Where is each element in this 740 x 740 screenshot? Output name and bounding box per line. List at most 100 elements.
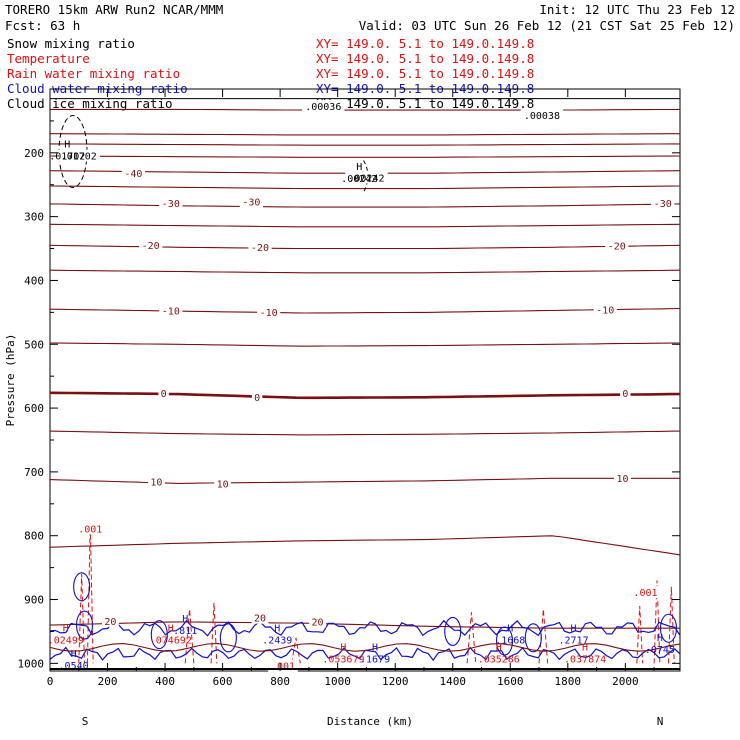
- isotherm-minus55: [50, 133, 680, 136]
- contour-label-bg: [159, 196, 183, 209]
- extremum-marker: H: [182, 614, 188, 625]
- contour-label-bg: [248, 240, 272, 253]
- temperature-isotherms: [49, 108, 681, 629]
- y-tick-label: 500: [24, 338, 44, 351]
- x-tick-label: 200: [98, 675, 118, 688]
- rain-contour: [291, 637, 301, 664]
- endpoint-label-left: S: [82, 715, 89, 728]
- y-tick-label: 1000: [18, 657, 45, 670]
- extrema-markers: H.01702H.00242H.02499H.0540H.074692H.811…: [48, 140, 675, 672]
- extremum-marker: H: [582, 643, 588, 654]
- y-tick-label: 900: [24, 594, 44, 607]
- contour-label-bg: [121, 166, 146, 179]
- extremum-value: .811: [173, 626, 197, 637]
- contour-label-bg: [620, 387, 631, 400]
- contour-label-bg: [345, 171, 388, 184]
- contour-label-bg: [148, 475, 165, 488]
- contour-label: -10: [596, 305, 614, 316]
- rain-contour: [466, 612, 477, 664]
- isotherm-minus45: [49, 155, 681, 158]
- y-tick-label: 300: [24, 211, 44, 224]
- forecast-hour: Fcst: 63 h: [5, 18, 80, 33]
- cloud-water-cell: [444, 616, 462, 646]
- contour-label-bg: [214, 477, 232, 490]
- legend-temperature-xy: XY= 149.0. 5.1 to 149.0.149.8: [316, 51, 534, 66]
- extremum-value: .01702: [49, 152, 85, 163]
- x-tick-label: 600: [213, 675, 233, 688]
- x-tick-label: 1200: [382, 675, 409, 688]
- legend: Snow mixing ratio XY= 149.0. 5.1 to 149.…: [7, 36, 534, 111]
- contour-label: -30: [162, 199, 180, 210]
- extremum-value: .053679: [322, 655, 364, 666]
- contour-label: 0: [254, 393, 260, 404]
- legend-snow-label: Snow mixing ratio: [7, 36, 135, 51]
- contour-label-bg: [251, 390, 263, 403]
- contour-label: .001: [78, 524, 102, 535]
- y-tick-label: 800: [24, 530, 44, 543]
- extremum-marker: H: [571, 623, 577, 634]
- rain-contour: [210, 602, 218, 664]
- x-tick-label: 800: [270, 675, 290, 688]
- legend-cloud-ice-label: Cloud ice mixing ratio: [7, 96, 173, 111]
- contour-label: .00038: [524, 111, 560, 122]
- contour-label: 10: [616, 474, 628, 485]
- contour-label: 20: [312, 618, 324, 629]
- cloud-water-cell: [219, 623, 237, 653]
- contour-label-bg: [251, 611, 269, 624]
- extremum-marker: H: [507, 623, 513, 634]
- x-axis-ticks: 0 200 400 600 800 1000 1200 1400 1600 1800 2000: [47, 89, 655, 688]
- legend-rain-xy: XY= 149.0. 5.1 to 149.0.149.8: [316, 66, 534, 81]
- contour-label: 0: [161, 389, 167, 400]
- contour-label: -20: [608, 242, 626, 253]
- isotherm-10: [49, 477, 680, 484]
- contour-label: 20: [254, 614, 266, 625]
- cloud-water-cell: [75, 610, 94, 640]
- x-axis-title: Distance (km): [327, 715, 413, 728]
- extremum-value: .00242: [341, 174, 377, 185]
- contour-label: .00242: [348, 173, 384, 184]
- extremum-value: .02499: [48, 635, 84, 646]
- contour-label-bg: [651, 196, 675, 209]
- legend-rain-label: Rain water mixing ratio: [7, 66, 180, 81]
- x-tick-label: 2000: [612, 675, 639, 688]
- legend-temperature-label: Temperature: [7, 51, 90, 66]
- run-title: TORERO 15km ARW Run2 NCAR/MMM: [5, 2, 223, 17]
- cloud-water-cell: [495, 626, 514, 656]
- rain-contour: [653, 580, 661, 664]
- isotherm-minus30: [49, 203, 681, 208]
- rain-contour: [184, 609, 195, 664]
- isotherm-0: [49, 391, 681, 400]
- isotherm-minus10: [49, 307, 681, 314]
- cloud-water-cell: [73, 572, 91, 602]
- legend-cloud-ice-xy: XY= 149.0. 5.1 to 149.0.149.8: [316, 96, 534, 111]
- cloud-water-cell: [659, 613, 678, 643]
- isotherm-5: [49, 430, 681, 436]
- contour-label-bg: [159, 304, 183, 317]
- legend-snow-xy: XY= 149.0. 5.1 to 149.0.149.8: [316, 36, 534, 51]
- contour-label-bg: [593, 303, 617, 316]
- contour-label-bg: [520, 108, 564, 121]
- rain-contour: [667, 586, 675, 664]
- extremum-marker: H: [372, 643, 378, 654]
- contour-label-bg: [75, 522, 106, 535]
- contour-label: -20: [142, 241, 160, 252]
- isotherm-minus50: [50, 143, 680, 146]
- contour-label: .001: [271, 662, 295, 673]
- isotherm-25: [49, 643, 681, 652]
- contour-label: -30: [654, 199, 672, 210]
- y-tick-label: 200: [24, 147, 44, 160]
- extremum-marker: H: [63, 623, 69, 634]
- valid-time: Valid: 03 UTC Sun 26 Feb 12 (21 CST Sat …: [359, 18, 735, 33]
- contour-label: 20: [104, 617, 116, 628]
- cloud-water-cell: [524, 623, 542, 653]
- x-tick-label: 1000: [324, 675, 351, 688]
- x-tick-label: 1600: [497, 675, 524, 688]
- y-axis-title: Pressure (hPa): [4, 334, 17, 427]
- extremum-marker: H: [274, 623, 280, 634]
- contour-label-bg: [239, 195, 263, 208]
- x-tick-label: 1400: [439, 675, 466, 688]
- contour-label: 10: [217, 480, 229, 491]
- isotherm-15: [49, 535, 681, 556]
- contour-label: -30: [242, 198, 260, 209]
- extremum-marker: H: [64, 140, 70, 151]
